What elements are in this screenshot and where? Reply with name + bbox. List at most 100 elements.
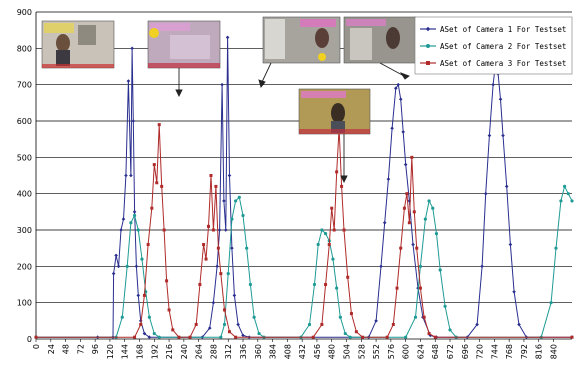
data-point (483, 191, 488, 196)
data-point (407, 199, 412, 203)
camera-stills (41, 16, 417, 184)
camera-still-5 (298, 88, 371, 135)
x-tick-label: 720 (476, 344, 485, 359)
x-tick-label: 360 (254, 344, 263, 359)
x-tick-label: 840 (550, 344, 559, 359)
x-tick-label: 624 (416, 344, 425, 359)
x-tick-label: 264 (195, 344, 204, 359)
y-tick-label: 0 (27, 335, 32, 344)
data-point (398, 97, 403, 101)
legend-label-2: ASet of Camera 2 For Testset (440, 42, 566, 51)
data-point (404, 335, 408, 339)
y-tick-label: 200 (17, 262, 32, 271)
data-point (216, 246, 220, 250)
data-point (330, 206, 334, 210)
data-point (411, 242, 415, 247)
data-point (517, 322, 521, 327)
data-point (427, 199, 431, 203)
data-point (124, 173, 128, 178)
camera-still-2 (147, 20, 221, 69)
x-tick-label: 192 (150, 344, 159, 359)
data-point (139, 322, 143, 326)
data-point (234, 199, 238, 203)
data-point (132, 213, 137, 218)
data-point (395, 286, 399, 290)
x-tick-label: 576 (387, 344, 396, 359)
data-point (252, 315, 256, 319)
data-point (225, 35, 230, 40)
x-tick-label: 168 (136, 344, 145, 359)
x-tick-label: 648 (431, 344, 440, 359)
data-point (487, 133, 492, 138)
data-point (245, 246, 249, 250)
x-tick-label: 144 (121, 344, 130, 359)
data-point (241, 213, 245, 218)
data-point (323, 232, 328, 236)
y-tick-label: 700 (17, 81, 32, 90)
x-tick-label: 504 (343, 344, 352, 359)
data-point (136, 293, 141, 298)
data-point (147, 315, 151, 319)
data-point (349, 312, 353, 316)
data-point (217, 228, 222, 232)
data-point (171, 328, 175, 332)
data-point (549, 301, 553, 305)
data-point (423, 217, 427, 221)
data-point (342, 228, 346, 232)
data-point (204, 257, 208, 261)
data-point (219, 272, 223, 276)
data-point (570, 199, 574, 203)
data-point (129, 221, 133, 225)
data-point (157, 123, 161, 127)
data-point (382, 220, 387, 225)
data-point (130, 46, 134, 51)
data-point (126, 79, 131, 83)
x-tick-label: 456 (313, 344, 322, 359)
camera-still-1 (41, 20, 115, 69)
legend-label-1: ASet of Camera 1 For Testset (440, 25, 566, 34)
data-point (220, 82, 224, 87)
data-point (438, 268, 442, 272)
x-tick-label: 552 (372, 344, 381, 359)
data-point (343, 331, 347, 336)
data-point (559, 199, 563, 203)
data-point (257, 331, 261, 336)
data-point (227, 173, 232, 178)
x-tick-label: 216 (165, 344, 174, 359)
x-tick-label: 240 (180, 344, 189, 359)
data-point (227, 330, 231, 334)
data-point (211, 228, 215, 232)
data-point (155, 181, 159, 185)
data-point (147, 335, 152, 339)
data-point (393, 86, 398, 91)
x-tick-label: 120 (106, 344, 115, 359)
data-point (335, 170, 339, 174)
data-point (399, 246, 403, 250)
x-tick-label: 600 (402, 344, 411, 359)
data-point (433, 335, 437, 339)
legend: ASet of Camera 1 For Testset ASet of Came… (414, 16, 573, 75)
series-layer (34, 35, 574, 339)
data-point (114, 253, 118, 258)
data-point (401, 130, 405, 134)
data-point (418, 264, 423, 268)
data-point (207, 326, 212, 330)
data-point (125, 264, 129, 268)
series-2 (34, 184, 574, 339)
data-point (142, 331, 147, 336)
y-tick-label: 800 (17, 44, 32, 53)
data-point (512, 289, 516, 294)
data-point (194, 322, 198, 326)
data-point (241, 333, 245, 338)
data-point (379, 264, 383, 269)
x-tick-label: 408 (283, 344, 292, 359)
data-point (385, 335, 389, 339)
data-point (475, 322, 479, 327)
x-tick-label: 696 (461, 344, 470, 359)
data-point (422, 315, 426, 319)
x-tick-label: 432 (298, 344, 307, 359)
data-point (491, 82, 495, 87)
data-point (121, 217, 126, 221)
data-point (391, 322, 395, 326)
data-point (120, 315, 124, 319)
